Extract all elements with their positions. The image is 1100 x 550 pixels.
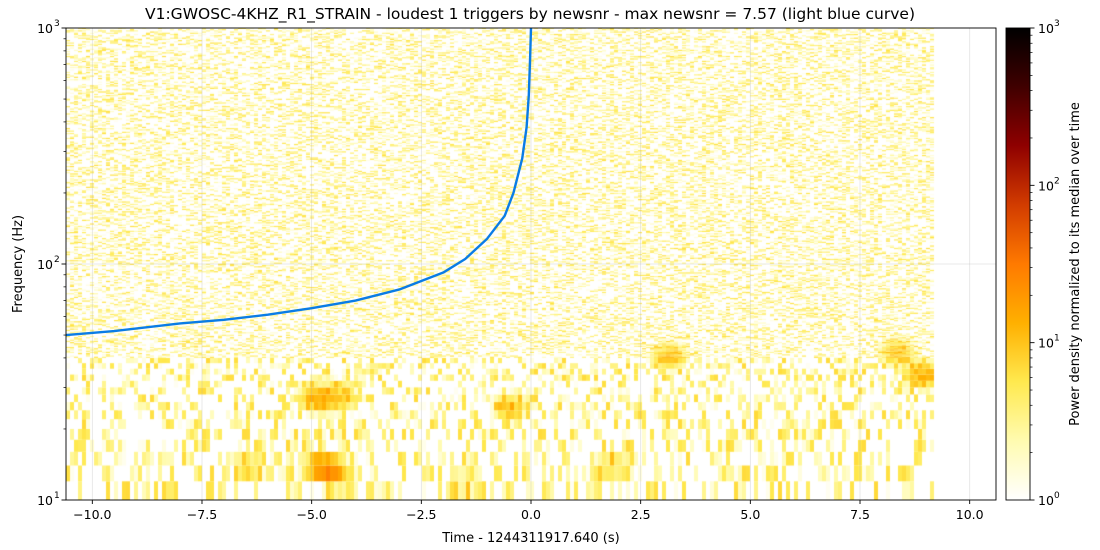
x-axis-label: Time - 1244311917.640 (s) [441, 531, 619, 546]
y-tick-exponent: 3 [54, 19, 60, 29]
colorbar-label: Power density normalized to its median o… [1068, 102, 1083, 426]
colorbar-tick-label: 10 [1038, 493, 1054, 508]
colorbar-tick-exponent: 2 [1054, 176, 1060, 186]
colorbar-tick-exponent: 0 [1054, 491, 1060, 501]
x-tick-label: 10.0 [956, 507, 984, 522]
chart-title: V1:GWOSC-4KHZ_R1_STRAIN - loudest 1 trig… [145, 5, 915, 24]
y-tick-label: 10 [37, 21, 53, 36]
x-axis-ticks: −10.0 −7.5 −5.0 −2.5 0.0 2.5 5.0 7.5 10.0 [73, 500, 984, 522]
x-tick-label: −7.5 [187, 507, 217, 522]
x-tick-label: 5.0 [740, 507, 760, 522]
x-tick-label: −2.5 [406, 507, 436, 522]
y-axis-label: Frequency (Hz) [11, 215, 26, 313]
y-tick-exponent: 2 [54, 255, 60, 265]
x-tick-label: 2.5 [631, 507, 651, 522]
colorbar-tick-exponent: 1 [1054, 334, 1060, 344]
x-tick-label: 0.0 [521, 507, 541, 522]
x-tick-label: 7.5 [850, 507, 870, 522]
colorbar-tick-label: 10 [1038, 178, 1054, 193]
y-tick-label: 10 [37, 493, 53, 508]
spectrogram-heatmap [66, 28, 996, 500]
y-tick-exponent: 1 [54, 491, 60, 501]
colorbar-gradient [1005, 27, 1031, 501]
series-layer [66, 28, 533, 337]
x-tick-label: −10.0 [73, 507, 111, 522]
colorbar-tick-label: 10 [1038, 336, 1054, 351]
y-tick-label: 10 [37, 257, 53, 272]
trigger-chirp-curve [66, 28, 533, 337]
colorbar-tick-label: 10 [1038, 21, 1054, 36]
plot-area [65, 27, 997, 501]
x-tick-label: −5.0 [296, 507, 326, 522]
colorbar-tick-exponent: 3 [1054, 19, 1060, 29]
